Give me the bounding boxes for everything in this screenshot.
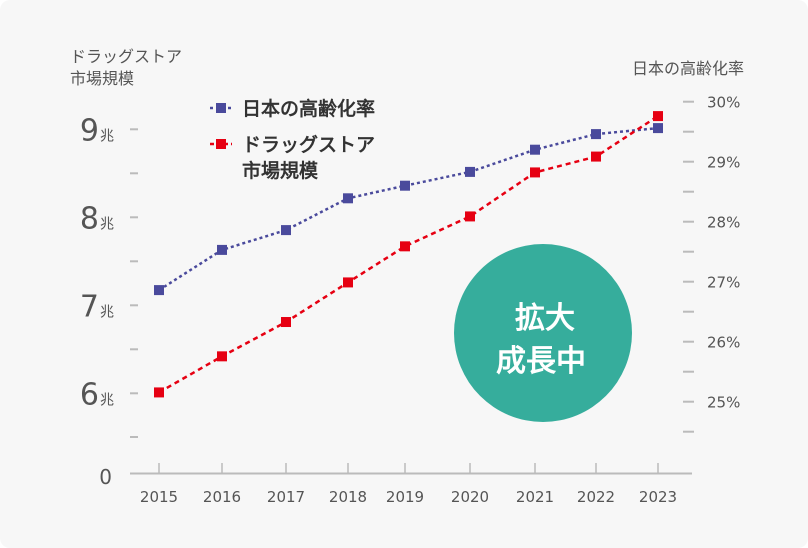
data-point — [217, 351, 227, 362]
x-tick-label: 2015 — [140, 488, 178, 506]
data-point — [154, 285, 164, 296]
left-zero-label: 0 — [99, 465, 112, 489]
legend-label-aging: 日本の高齢化率 — [242, 97, 375, 120]
x-tick-label: 2023 — [639, 488, 677, 506]
data-point — [653, 123, 663, 134]
left-tick-label: 6兆 — [80, 377, 114, 412]
legend: 日本の高齢化率 ドラッグストア 市場規模 — [210, 97, 375, 182]
x-tick-label: 2018 — [329, 488, 367, 506]
data-point — [400, 180, 410, 191]
right-tick-label: 30% — [707, 94, 740, 112]
series-line-1 — [158, 115, 659, 394]
data-point — [154, 387, 164, 398]
legend-label-market-line1: ドラッグストア — [242, 133, 375, 156]
data-point — [281, 317, 291, 328]
left-axis-title-line1: ドラッグストア — [70, 47, 182, 66]
left-axis-title-line2: 市場規模 — [70, 69, 134, 88]
data-point — [591, 129, 601, 140]
right-tick-label: 27% — [707, 274, 740, 292]
right-tick-label: 28% — [707, 214, 740, 232]
data-point — [465, 211, 475, 222]
x-tick-label: 2020 — [451, 488, 489, 506]
data-point — [343, 277, 353, 288]
legend-label-market-line2: 市場規模 — [242, 159, 319, 182]
growth-badge-circle — [454, 244, 632, 422]
data-point — [400, 241, 410, 252]
right-tick-label: 29% — [707, 154, 740, 172]
x-tick-label: 2022 — [577, 488, 615, 506]
series-line-0 — [158, 126, 659, 292]
data-point — [465, 166, 475, 177]
x-tick-label: 2021 — [516, 488, 554, 506]
right-tick-label: 25% — [707, 394, 740, 412]
legend-marker-aging — [216, 103, 226, 113]
data-point — [281, 225, 291, 236]
left-tick-label: 9兆 — [80, 113, 114, 148]
legend-marker-market — [216, 139, 226, 149]
growth-badge-line2: 成長中 — [496, 344, 586, 379]
growth-badge-line1: 拡大 — [515, 301, 575, 336]
data-point — [591, 151, 601, 162]
x-tick-label: 2017 — [267, 488, 305, 506]
growth-badge: 拡大 成長中 — [454, 244, 632, 422]
right-axis-title: 日本の高齢化率 — [632, 59, 744, 78]
data-point — [343, 193, 353, 204]
left-tick-label: 8兆 — [80, 201, 114, 236]
left-tick-label: 7兆 — [80, 289, 114, 324]
data-point — [217, 244, 227, 255]
x-tick-label: 2019 — [386, 488, 424, 506]
x-tick-label: 2016 — [203, 488, 241, 506]
data-point — [530, 167, 540, 178]
right-tick-label: 26% — [707, 334, 740, 352]
data-point — [653, 111, 663, 122]
data-point — [530, 144, 540, 155]
